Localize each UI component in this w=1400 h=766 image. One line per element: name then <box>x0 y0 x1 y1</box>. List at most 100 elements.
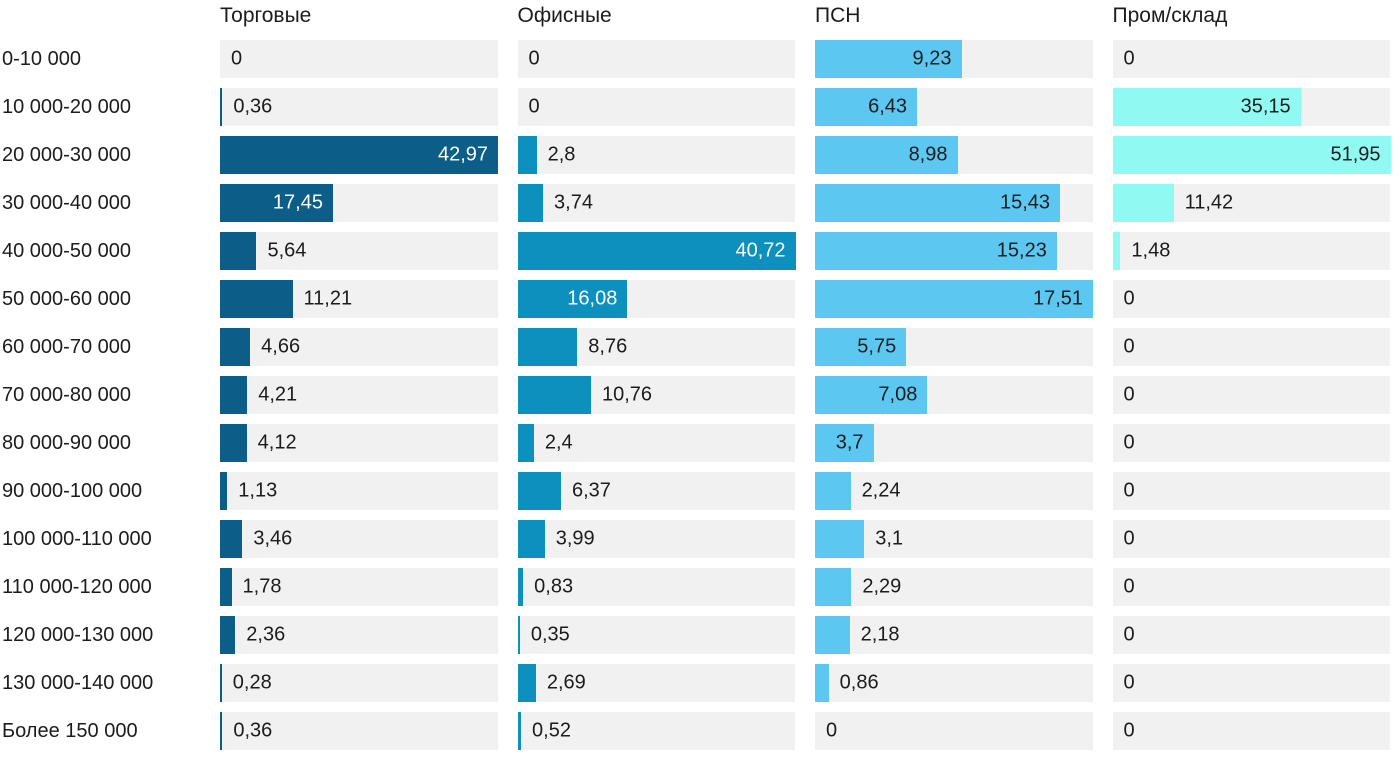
bar <box>220 712 223 750</box>
bar-track: 8,98 <box>815 136 1093 174</box>
bar <box>220 328 251 366</box>
bar-track: 3,1 <box>815 520 1093 558</box>
bar <box>815 664 829 702</box>
column-header: ПСН <box>815 4 861 27</box>
bar-value: 5,64 <box>267 239 307 262</box>
bar-value: 17,51 <box>1033 287 1084 310</box>
row-label: 110 000-120 000 <box>2 575 152 598</box>
bar-track: 3,7 <box>815 424 1093 462</box>
bar <box>517 280 628 318</box>
bar-value: 11,42 <box>1184 191 1234 214</box>
bar-value: 7,08 <box>878 383 918 406</box>
bar-value: 0 <box>1123 719 1135 742</box>
bar-value: 0 <box>1123 575 1135 598</box>
row-label: 40 000-50 000 <box>2 239 132 262</box>
bar <box>815 40 962 78</box>
bar <box>220 184 333 222</box>
bar-value: 0 <box>1123 479 1135 502</box>
bar-track: 0 <box>1112 568 1390 606</box>
bar-value: 51,95 <box>1330 143 1381 166</box>
bar-track: 0 <box>815 712 1093 750</box>
bar-track: 3,74 <box>517 184 795 222</box>
bar-track: 2,8 <box>517 136 795 174</box>
bar-value: 3,7 <box>835 431 864 454</box>
bar <box>220 280 293 318</box>
bar-value: 0 <box>1123 383 1135 406</box>
bar-track: 0 <box>1112 472 1390 510</box>
bar <box>815 520 865 558</box>
bar <box>815 328 907 366</box>
bar <box>220 520 243 558</box>
bar <box>1112 88 1301 126</box>
bar <box>815 184 1060 222</box>
row-label: 90 000-100 000 <box>2 479 143 502</box>
bar-value: 0,36 <box>233 95 273 118</box>
row-label: 10 000-20 000 <box>2 95 132 118</box>
bar <box>517 712 522 750</box>
row-label: 30 000-40 000 <box>2 191 132 214</box>
row-label: 60 000-70 000 <box>2 335 132 358</box>
bar-track: 0,36 <box>220 712 498 750</box>
bar-track: 4,12 <box>220 424 498 462</box>
bar-value: 0,35 <box>530 623 570 646</box>
bar-value: 2,69 <box>546 671 586 694</box>
bar-track: 0 <box>1112 520 1390 558</box>
bar-track: 17,45 <box>220 184 498 222</box>
bar-value: 0 <box>528 95 540 118</box>
bar-track: 1,48 <box>1112 232 1390 270</box>
bar-track: 10,76 <box>517 376 795 414</box>
bar <box>517 520 545 558</box>
bar-value: 0 <box>528 47 540 70</box>
bar <box>815 616 850 654</box>
bar <box>1112 232 1121 270</box>
bar-track: 0 <box>1112 40 1390 78</box>
bar-track: 0,86 <box>815 664 1093 702</box>
bar-track: 1,13 <box>220 472 498 510</box>
bar-track: 0 <box>1112 376 1390 414</box>
bar <box>220 424 247 462</box>
bar-track: 15,43 <box>815 184 1093 222</box>
bar-value: 8,76 <box>588 335 628 358</box>
column-header: Офисные <box>517 4 612 27</box>
bar-value: 5,75 <box>857 335 897 358</box>
bar <box>815 472 851 510</box>
bar <box>815 280 1093 318</box>
bar-track: 15,23 <box>815 232 1093 270</box>
bar-track: 5,64 <box>220 232 498 270</box>
bar-track: 4,21 <box>220 376 498 414</box>
bar-value: 6,43 <box>868 95 908 118</box>
bar-value: 3,74 <box>554 191 593 214</box>
bar-track: 11,42 <box>1112 184 1390 222</box>
bar-track: 2,18 <box>815 616 1093 654</box>
bar <box>220 232 257 270</box>
bar <box>220 88 223 126</box>
bar-track: 3,99 <box>517 520 795 558</box>
bar-track: 0,83 <box>517 568 795 606</box>
bar-value: 15,43 <box>999 191 1051 214</box>
bar-track: 0 <box>1112 328 1390 366</box>
row-label: 20 000-30 000 <box>2 143 132 166</box>
bar-value: 2,24 <box>861 479 901 502</box>
bar-track: 17,51 <box>815 280 1093 318</box>
bar-value: 0 <box>1123 431 1135 454</box>
bar-value: 2,36 <box>246 623 286 646</box>
bar-value: 17,45 <box>272 191 323 214</box>
bar <box>815 88 918 126</box>
bar <box>815 376 928 414</box>
grouped-bar-chart: Торговые Офисные ПСН Пром/склад 0-10 000 0 0 9,… <box>2 4 1391 750</box>
bar-value: 3,46 <box>253 527 293 550</box>
bar-track: 1,78 <box>220 568 498 606</box>
bar-value: 0 <box>826 719 838 742</box>
bar-track: 9,23 <box>815 40 1093 78</box>
bar-track: 0,36 <box>220 88 498 126</box>
column-header: Пром/склад <box>1112 4 1228 27</box>
bar-value: 0 <box>1123 623 1135 646</box>
bar <box>220 616 236 654</box>
bar <box>517 328 578 366</box>
row-label: Более 150 000 <box>2 719 138 742</box>
bar-track: 2,4 <box>517 424 795 462</box>
bar <box>220 376 248 414</box>
bar-track: 0 <box>517 88 795 126</box>
bar-value: 0 <box>1123 671 1135 694</box>
bar-track: 0,28 <box>220 664 498 702</box>
